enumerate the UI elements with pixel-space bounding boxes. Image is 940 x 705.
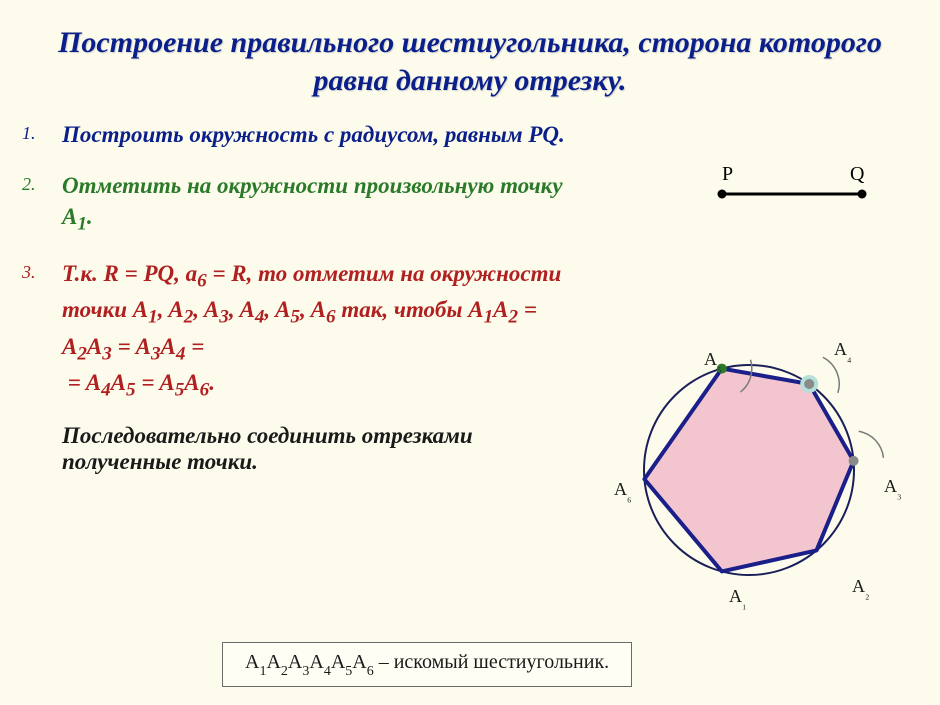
vertex-label-1: A₁ xyxy=(729,586,747,610)
step-2-sub: 1 xyxy=(77,214,87,235)
step-num-3: 3. xyxy=(22,258,62,283)
vertex-label-2: A₂ xyxy=(852,576,870,600)
answer-box: A1A2A3A4A5A6 – искомый шестиугольник. xyxy=(222,642,632,687)
step-text-3: Т.к. R = PQ, a6 = R, то отметим на окруж… xyxy=(62,258,582,404)
segment-pq: P Q xyxy=(700,162,880,206)
segment-dot-p xyxy=(718,190,727,199)
vertex-label-6: A₆ xyxy=(614,479,632,503)
vertex-label-4: A₄ xyxy=(834,339,852,363)
hexagon-svg: A₁ A₂ A₃ A₄ A₅ A₆ xyxy=(584,320,914,620)
step-text-1: Построить окружность с радиусом, равным … xyxy=(62,119,565,150)
label-Q: Q xyxy=(850,163,865,185)
vertex-label-5: A₅ xyxy=(704,349,722,373)
segment-pq-svg: P Q xyxy=(700,162,880,206)
hexagon-figure: A₁ A₂ A₃ A₄ A₅ A₆ xyxy=(584,320,914,620)
step-2-b: . xyxy=(87,204,93,229)
vertex-label-3: A₃ xyxy=(884,476,902,500)
step-3: 3. Т.к. R = PQ, a6 = R, то отметим на ок… xyxy=(22,258,582,404)
step-num-1: 1. xyxy=(22,119,62,144)
step-2: 2. Отметить на окружности произвольную т… xyxy=(22,170,582,238)
step-text-2: Отметить на окружности произвольную точк… xyxy=(62,170,582,238)
segment-dot-q xyxy=(858,190,867,199)
answer-text: A1A2A3A4A5A6 – искомый шестиугольник. xyxy=(245,651,609,673)
label-P: P xyxy=(722,163,733,185)
step-2-a: Отметить на окружности произвольную точк… xyxy=(62,173,563,229)
step-4-text: Последовательно соединить отрезками полу… xyxy=(62,423,582,475)
step-1: 1. Построить окружность с радиусом, равн… xyxy=(22,119,582,150)
slide-title: Построение правильного шестиугольника, с… xyxy=(0,0,940,109)
step-num-2: 2. xyxy=(22,170,62,195)
